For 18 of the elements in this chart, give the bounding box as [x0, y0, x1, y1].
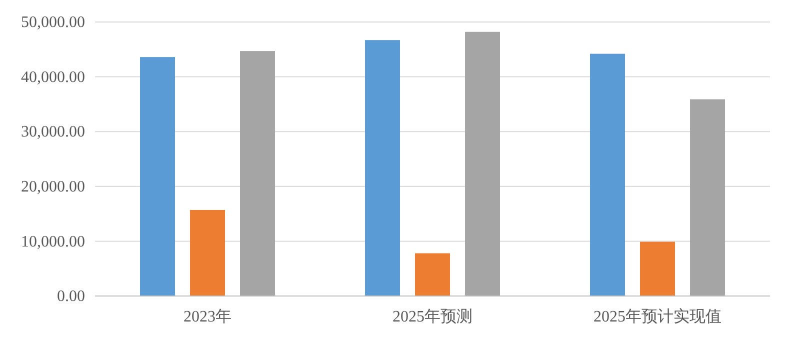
- x-tick-label: 2023年: [184, 308, 232, 326]
- x-tick-label: 2025年预测: [392, 308, 472, 326]
- bar: [640, 242, 675, 296]
- bar: [590, 54, 625, 296]
- bar: [465, 32, 500, 296]
- y-tick-label: 30,000.00: [21, 124, 85, 141]
- bar: [365, 40, 400, 296]
- x-tick-label: 2025年预计实现值: [594, 307, 722, 326]
- y-tick-label: 40,000.00: [21, 68, 85, 86]
- bar: [190, 210, 225, 296]
- bar: [140, 57, 175, 296]
- y-tick-label: 0.00: [57, 288, 85, 306]
- y-tick-label: 20,000.00: [21, 178, 85, 196]
- bar: [240, 51, 275, 296]
- bar: [415, 253, 450, 296]
- bar: [690, 99, 725, 296]
- y-tick-label: 10,000.00: [21, 233, 85, 250]
- y-tick-label: 50,000.00: [21, 14, 85, 32]
